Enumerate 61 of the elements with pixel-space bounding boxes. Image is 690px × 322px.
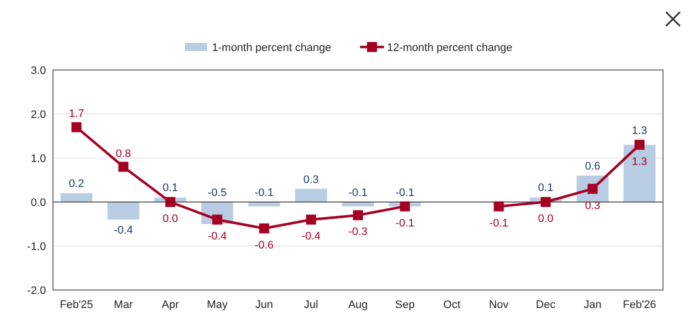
legend-label: 12-month percent change <box>387 42 512 54</box>
x-tick-label: May <box>206 299 228 311</box>
y-tick-label: 1.0 <box>30 153 46 165</box>
data-label: 0.2 <box>68 178 84 190</box>
data-label: 1.7 <box>68 108 84 120</box>
data-label: -0.1 <box>254 187 274 199</box>
data-label: 1.3 <box>632 156 648 168</box>
point <box>494 201 504 212</box>
bar <box>295 188 328 202</box>
data-label: 0.8 <box>116 148 132 160</box>
x-tick-label: Nov <box>488 299 510 311</box>
data-label: 0.0 <box>538 213 554 225</box>
data-label: -0.4 <box>114 224 133 237</box>
data-label: -0.5 <box>208 187 227 199</box>
data-label: -0.1 <box>489 217 508 230</box>
data-label: -0.1 <box>348 187 368 199</box>
data-label: -0.6 <box>254 239 274 252</box>
x-tick-label: Jan <box>584 299 602 311</box>
x-tick-label: Apr <box>162 299 180 311</box>
data-label: -0.1 <box>395 187 414 199</box>
point <box>118 162 128 172</box>
point <box>212 214 222 225</box>
data-label: 0.1 <box>162 182 178 194</box>
x-tick-label: Mar <box>114 299 134 311</box>
bar <box>342 202 374 206</box>
bar <box>248 202 280 206</box>
legend-label: 1-month percent change <box>212 42 332 54</box>
point <box>634 140 645 150</box>
data-label: -0.1 <box>395 217 414 230</box>
point <box>400 201 410 212</box>
x-tick-label: Dec <box>536 299 556 311</box>
point <box>306 214 316 225</box>
x-tick-label: Oct <box>443 299 460 311</box>
bar <box>60 193 92 202</box>
x-tick-label: Sep <box>395 299 415 311</box>
data-label: -0.4 <box>208 230 227 243</box>
data-label: 0.3 <box>303 174 319 186</box>
x-tick-label: Jun <box>255 299 274 311</box>
data-label: 1.3 <box>632 124 648 137</box>
data-label: 0.0 <box>162 213 178 225</box>
data-label: 0.1 <box>538 182 554 194</box>
data-label: 0.3 <box>584 200 600 212</box>
x-tick-label: Aug <box>348 299 368 311</box>
y-tick-label: 0.0 <box>30 197 46 209</box>
y-tick-label: -1.0 <box>27 241 46 253</box>
data-label: -0.4 <box>302 230 321 243</box>
y-tick-label: 2.0 <box>30 109 46 121</box>
point <box>259 223 270 234</box>
point <box>540 197 551 207</box>
point <box>353 210 363 220</box>
point <box>71 122 82 132</box>
data-label: 0.6 <box>584 160 600 173</box>
y-tick-label: 3.0 <box>30 65 46 77</box>
point <box>165 197 176 207</box>
bar <box>107 202 140 220</box>
x-tick-label: Feb'26 <box>622 299 656 311</box>
data-label: -0.3 <box>348 226 368 238</box>
x-tick-label: Feb'25 <box>60 299 94 311</box>
y-tick-label: -2.0 <box>27 285 46 297</box>
x-tick-label: Jul <box>304 299 318 311</box>
bar <box>624 144 656 202</box>
